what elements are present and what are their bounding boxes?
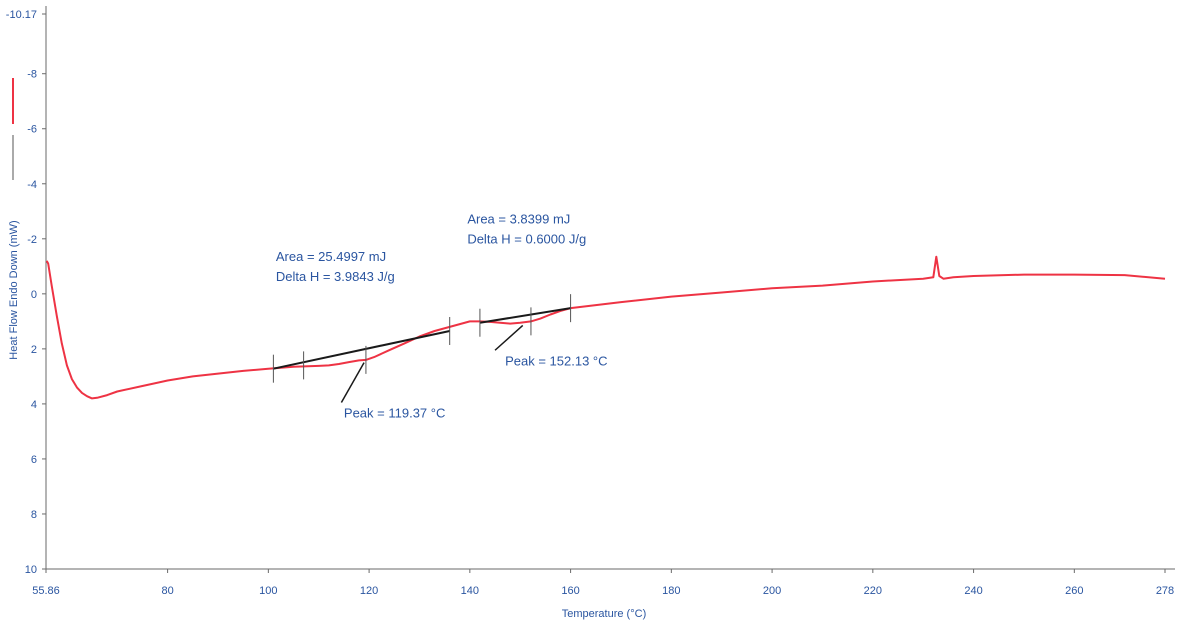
tick-labels: 55.86 80 100 120 140 160 180 200 220 240 260 278-10… bbox=[6, 9, 1174, 597]
axes bbox=[42, 6, 1175, 573]
plot-area bbox=[45, 255, 1166, 400]
x-tick-label: 55.86 bbox=[32, 585, 60, 597]
y-tick-label: 4 bbox=[31, 399, 37, 411]
x-tick-label: 260 bbox=[1065, 585, 1083, 597]
y-tick-label: 2 bbox=[31, 344, 37, 356]
x-tick-label: 140 bbox=[461, 585, 479, 597]
y-tick-label: 6 bbox=[31, 454, 37, 466]
annotation-text: Peak = 119.37 °C bbox=[344, 406, 445, 421]
x-tick-label: 240 bbox=[964, 585, 982, 597]
annotation-line: Delta H = 3.9843 J/g bbox=[276, 269, 395, 284]
x-tick-label: 220 bbox=[864, 585, 882, 597]
x-tick-label: 80 bbox=[161, 585, 173, 597]
annotation-text: Area = 25.4997 mJ Delta H = 3.9843 J/g bbox=[276, 249, 395, 284]
y-tick-label: 8 bbox=[31, 509, 37, 521]
y-tick-label: -2 bbox=[27, 234, 37, 246]
annotation-text: Area = 3.8399 mJ Delta H = 0.6000 J/g bbox=[467, 212, 586, 247]
annotation-line: Area = 25.4997 mJ bbox=[276, 249, 386, 264]
x-axis-title: Temperature (°C) bbox=[562, 608, 646, 620]
y-tick-label: -8 bbox=[27, 69, 37, 81]
annotation-line: Area = 3.8399 mJ bbox=[467, 212, 570, 227]
y-tick-label: 0 bbox=[31, 289, 37, 301]
annotations: Area = 25.4997 mJ Delta H = 3.9843 J/gAre… bbox=[276, 212, 608, 421]
y-axis-title: Heat Flow Endo Down (mW) bbox=[8, 220, 20, 359]
y-tick-label: 10 bbox=[25, 564, 37, 576]
annotation-line: Peak = 152.13 °C bbox=[505, 353, 607, 368]
annotation-line: Delta H = 0.6000 J/g bbox=[467, 232, 586, 247]
y-tick-label: -10.17 bbox=[6, 9, 37, 21]
y-tick-label: -6 bbox=[27, 124, 37, 136]
x-tick-label: 160 bbox=[561, 585, 579, 597]
x-tick-label: 200 bbox=[763, 585, 781, 597]
integration-baseline bbox=[273, 330, 450, 370]
x-tick-label: 180 bbox=[662, 585, 680, 597]
peak-pointer bbox=[494, 324, 524, 351]
peak-pointer bbox=[340, 362, 365, 403]
x-tick-label: 278 bbox=[1156, 585, 1174, 597]
x-tick-label: 120 bbox=[360, 585, 378, 597]
y-tick-label: -4 bbox=[27, 179, 37, 191]
integration-baseline bbox=[479, 307, 571, 324]
annotation-line: Peak = 119.37 °C bbox=[344, 406, 445, 421]
x-tick-label: 100 bbox=[259, 585, 277, 597]
annotation-text: Peak = 152.13 °C bbox=[505, 353, 607, 368]
heat-flow-curve bbox=[45, 255, 1166, 400]
